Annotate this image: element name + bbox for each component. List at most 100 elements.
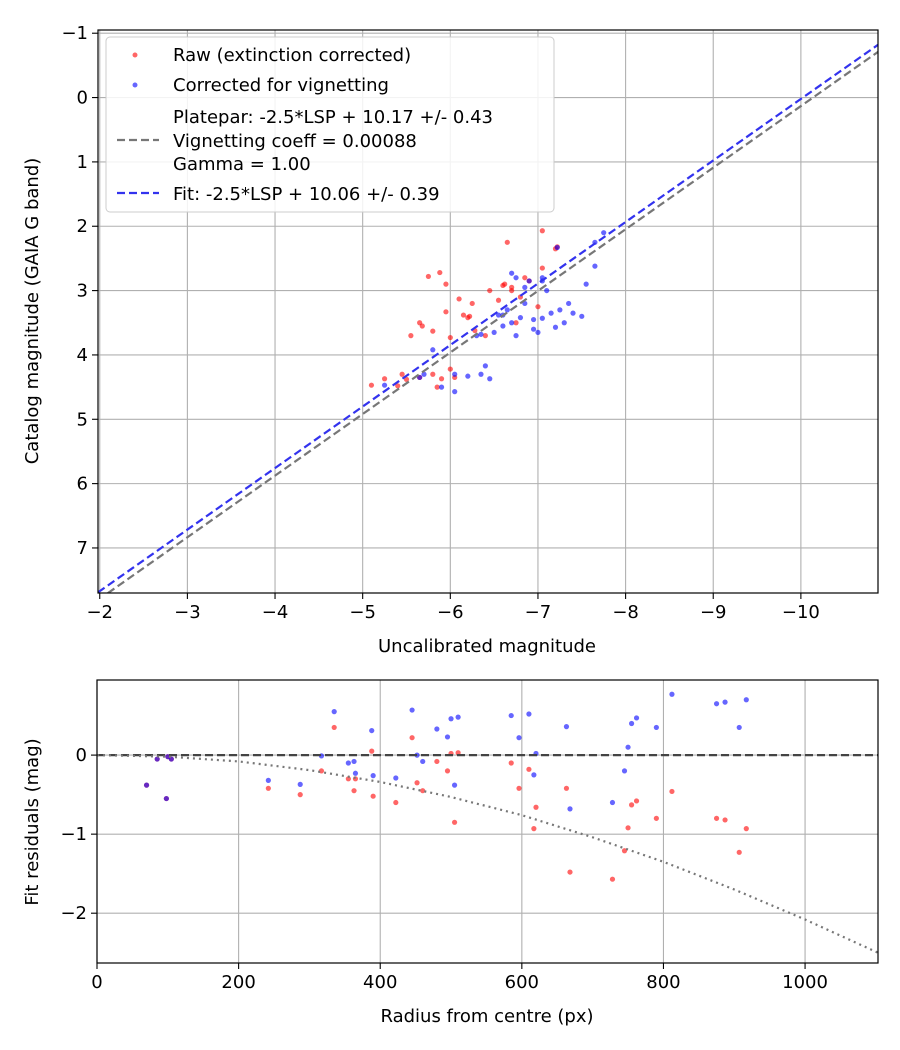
top-raw-extinction-corrected-point [447,334,453,341]
top-x-tick-label: −9 [700,602,727,623]
bottom-corrected-residuals-point [154,756,160,762]
bottom-raw-residuals-point [722,817,728,823]
top-raw-extinction-corrected-point [504,239,510,245]
bottom-corrected-residuals-point [451,782,458,788]
bottom-raw-residuals-point [297,792,303,798]
top-y-tick-label: 0 [77,88,88,109]
top-x-tick-label: −7 [525,602,552,623]
bottom-corrected-residuals-point [722,699,728,705]
bottom-raw-residuals-point [369,748,375,754]
top-raw-extinction-corrected-point [456,296,462,302]
top-y-tick-label: 3 [77,281,88,302]
top-raw-extinction-corrected-point [522,275,528,281]
bottom-corrected-residuals-point [628,720,635,727]
top-corrected-for-vignetting-point [592,263,598,269]
top-y-tick-label: −1 [61,23,88,44]
bottom-corrected-residuals-point [143,782,150,788]
bottom-corrected-residuals-point [420,758,426,765]
top-y-tick-label: 5 [77,409,88,430]
bottom-raw-residuals-point [265,785,271,791]
top-raw-extinction-corrected-point [482,333,488,339]
top-fit-2-5-lsp-10-06-0-39-line [98,43,878,593]
legend-label-platepar-line3: Gamma = 1.00 [173,154,311,175]
top-y-tick-label: 7 [77,538,88,559]
bottom-corrected-residuals-point [609,799,616,806]
bottom-corrected-residuals-point [713,701,720,707]
top-corrected-for-vignetting-point [482,363,488,369]
bottom-raw-residuals-point [393,799,399,806]
top-raw-extinction-corrected-point [487,287,493,294]
bottom-raw-residuals-point [351,788,357,794]
bottom-raw-residuals-point [609,876,616,882]
bottom-raw-residuals-point [533,804,539,810]
bottom-corrected-residuals-point [345,760,351,766]
top-y-tick-label: 1 [77,152,88,173]
top-corrected-for-vignetting-point [500,323,506,329]
top-y-axis-label: Catalog magnitude (GAIA G band) [22,158,43,465]
bottom-raw-residuals-point [736,849,742,855]
top-corrected-for-vignetting-point [566,300,572,307]
top-plot-data [98,43,878,593]
bottom-corrected-residuals-point [331,709,337,715]
top-corrected-for-vignetting-point [495,312,502,318]
bottom-corrected-residuals-point [563,724,570,730]
bottom-corrected-residuals-point [352,770,359,776]
top-corrected-for-vignetting-point [465,373,471,379]
top-raw-extinction-corrected-point [395,383,401,389]
top-plot-frame [97,29,879,594]
bottom-raw-residuals-point [567,869,573,875]
top-corrected-for-vignetting-point [561,320,567,326]
top-raw-extinction-corrected-point [495,297,502,303]
bottom-corrected-residuals-point [736,724,742,731]
top-corrected-for-vignetting-point [552,324,559,330]
bottom-raw-residuals-point [434,758,440,765]
top-corrected-for-vignetting-point [513,333,519,339]
top-raw-extinction-corrected-point [425,273,431,280]
top-raw-extinction-corrected-point [460,312,467,318]
top-raw-extinction-corrected-point [443,281,449,287]
bottom-x-tick-label: 600 [505,972,539,993]
bottom-plot-frame [96,679,879,964]
top-raw-extinction-corrected-point [502,281,508,287]
top-raw-extinction-corrected-point [430,328,436,334]
bottom-raw-residuals-point [621,848,628,854]
top-corrected-for-vignetting-point [504,307,510,313]
bottom-corrected-residuals-point [409,707,415,713]
bottom-raw-residuals-point [633,798,640,804]
top-corrected-for-vignetting-point [491,329,497,336]
top-raw-extinction-corrected-point [419,323,425,329]
top-raw-extinction-corrected-point [381,376,388,382]
top-x-tick-label: −2 [86,602,113,623]
bottom-raw-residuals-point [345,776,351,782]
bottom-corrected-residuals-point [265,777,271,783]
bottom-corrected-residuals-point [743,697,749,703]
top-y-tick-label: 4 [77,345,88,366]
bottom-x-axis-label: Radius from centre (px) [380,1006,593,1027]
top-raw-extinction-corrected-point [535,304,541,310]
top-corrected-for-vignetting-point [579,313,585,319]
top-corrected-for-vignetting-point [530,316,537,323]
top-x-tick-label: −3 [174,602,201,623]
bottom-raw-residuals-point [444,768,451,774]
top-corrected-for-vignetting-point [509,320,515,326]
bottom-raw-residuals-point [669,788,675,795]
top-corrected-for-vignetting-point [522,284,528,290]
top-x-tick-label: −10 [782,602,820,623]
bottom-corrected-residuals-point [163,795,169,802]
top-corrected-for-vignetting-point [438,384,445,390]
top-corrected-for-vignetting-point [535,329,541,336]
bottom-corrected-residuals-point [508,712,514,719]
bottom-raw-residuals-point [526,766,532,772]
bottom-corrected-residuals-point [625,744,631,750]
bottom-corrected-residuals-point [369,727,375,734]
legend-label-fit: Fit: -2.5*LSP + 10.06 +/- 0.39 [173,184,440,205]
legend-label-platepar-line2: Vignetting coeff = 0.00088 [173,131,417,152]
bottom-corrected-residuals-point [370,773,376,779]
legend-box [105,36,555,213]
top-x-tick-label: −5 [349,602,376,623]
top-corrected-for-vignetting-point [583,281,589,287]
bottom-corrected-residuals-point [434,726,440,732]
bottom-raw-residuals-point [508,760,514,766]
top-raw-extinction-corrected-point [403,376,410,382]
